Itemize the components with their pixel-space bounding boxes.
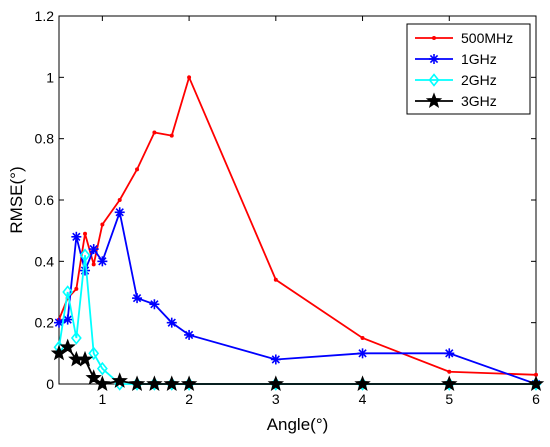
data-point xyxy=(71,231,82,242)
data-point xyxy=(152,130,157,135)
legend-label: 3GHz xyxy=(461,93,497,109)
data-point xyxy=(357,348,368,359)
data-point xyxy=(163,375,180,391)
data-point xyxy=(59,338,76,355)
data-point xyxy=(149,299,160,310)
data-point xyxy=(270,354,281,365)
data-point xyxy=(70,331,82,345)
data-point xyxy=(146,375,163,391)
data-point xyxy=(360,336,365,340)
data-point xyxy=(97,256,108,267)
data-point xyxy=(273,277,278,282)
legend-swatch-marker xyxy=(425,92,443,108)
series-layer xyxy=(50,74,545,391)
data-point xyxy=(187,75,192,80)
data-point xyxy=(74,286,79,291)
data-point xyxy=(100,222,105,227)
legend-swatch-marker xyxy=(432,36,436,40)
data-point xyxy=(166,317,177,328)
data-point xyxy=(62,285,74,299)
data-point xyxy=(447,369,452,374)
legend-swatch-marker xyxy=(428,73,440,87)
data-point xyxy=(169,133,174,138)
data-point xyxy=(83,231,88,236)
y-tick-label: 1.2 xyxy=(35,8,55,24)
data-point xyxy=(88,346,100,361)
x-tick-label: 6 xyxy=(532,391,540,407)
legend-entry: 500MHz xyxy=(415,30,513,46)
x-tick-label: 1 xyxy=(98,391,106,407)
data-point xyxy=(184,329,195,340)
data-point xyxy=(132,293,143,304)
data-point xyxy=(96,361,108,376)
y-tick-label: 1 xyxy=(46,69,54,85)
legend: 500MHz 1GHz 2GHz 3GHz xyxy=(406,23,531,115)
axis-ticks: 0 0.2 0.4 0.6 0.8 1 1.2 1 2 3 4 5 6 xyxy=(35,8,541,407)
legend-label: 2GHz xyxy=(461,72,497,88)
data-point xyxy=(527,375,545,391)
legend-label: 500MHz xyxy=(461,30,513,46)
x-tick-label: 2 xyxy=(185,391,193,407)
data-point xyxy=(267,375,285,391)
data-point xyxy=(88,244,99,255)
legend-entry: 2GHz xyxy=(415,72,497,88)
y-tick-label: 0.4 xyxy=(35,253,55,269)
data-point xyxy=(76,350,94,367)
data-point xyxy=(117,198,122,202)
data-point xyxy=(94,375,111,391)
legend-swatch-marker xyxy=(429,54,439,64)
data-point xyxy=(91,262,96,267)
y-tick-label: 0.8 xyxy=(35,131,55,147)
data-point xyxy=(354,375,371,391)
y-tick-label: 0 xyxy=(46,376,54,392)
x-axis-label: Angle(°) xyxy=(267,415,329,434)
x-tick-label: 3 xyxy=(272,391,280,407)
data-point xyxy=(128,375,146,391)
data-point xyxy=(534,372,538,377)
data-point xyxy=(444,348,455,359)
x-tick-label: 5 xyxy=(445,391,453,407)
data-point xyxy=(111,372,128,388)
legend-entry: 3GHz xyxy=(415,92,497,109)
series-3GHz xyxy=(50,338,545,391)
data-point xyxy=(135,167,140,172)
data-point xyxy=(62,314,73,325)
data-point xyxy=(441,375,458,391)
x-tick-label: 4 xyxy=(359,391,367,407)
series-1GHz xyxy=(54,207,541,389)
data-point xyxy=(114,207,125,218)
y-tick-label: 0.6 xyxy=(35,192,55,208)
data-point xyxy=(79,248,91,262)
legend-label: 1GHz xyxy=(461,51,497,67)
y-tick-label: 0.2 xyxy=(35,315,55,331)
data-point xyxy=(85,369,102,385)
y-axis-label: RMSE(°) xyxy=(7,166,26,233)
data-point xyxy=(80,265,91,276)
data-point xyxy=(180,375,198,391)
legend-entry: 1GHz xyxy=(415,51,497,67)
